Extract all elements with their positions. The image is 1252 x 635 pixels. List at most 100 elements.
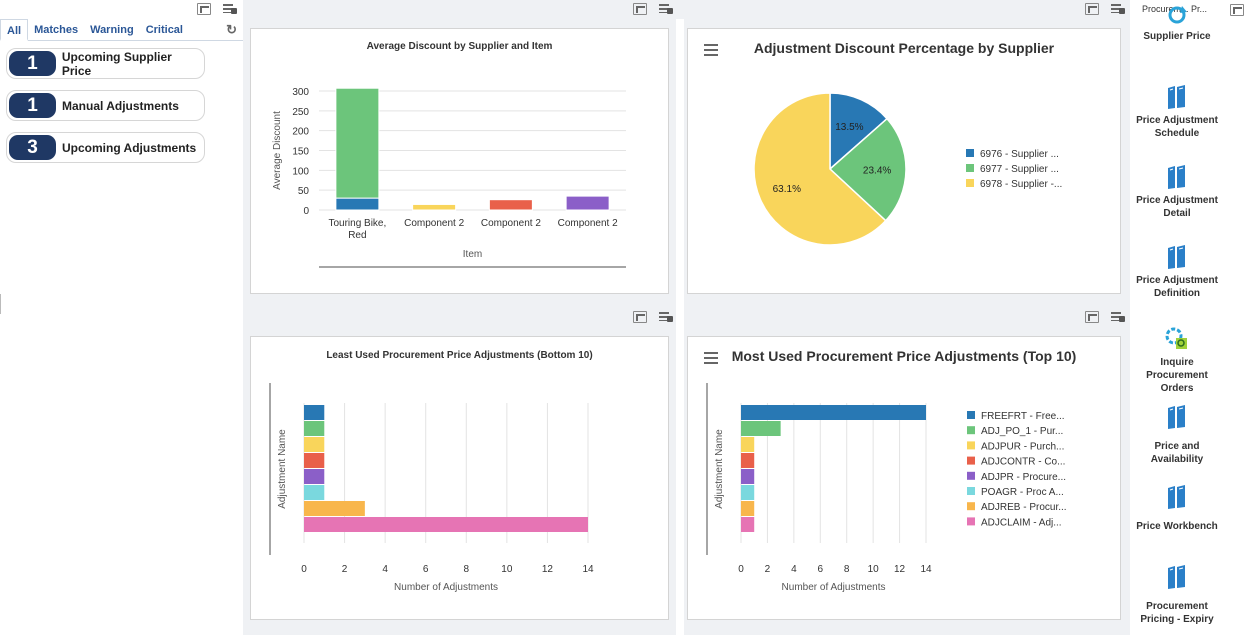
alert-upcoming-supplier-price[interactable]: 1 Upcoming Supplier Price: [6, 48, 205, 79]
panel-menu-icon[interactable]: [659, 311, 673, 323]
tab-matches[interactable]: Matches: [34, 24, 79, 36]
x-tick-label: 8: [464, 564, 470, 575]
panel-menu-icon[interactable]: [1111, 3, 1125, 15]
tile-label: Price Adjustment Schedule: [1136, 115, 1218, 139]
tile-inquire-procurement-orders[interactable]: Inquire Procurement Orders: [1130, 324, 1224, 395]
y-tick-label: 100: [292, 166, 309, 177]
book-icon: [1165, 404, 1189, 430]
legend-label: ADJ_PO_1 - Pur...: [981, 426, 1063, 437]
refresh-icon[interactable]: ↻: [226, 22, 237, 37]
refresh-icon: [1168, 6, 1187, 24]
book-icon: [1165, 84, 1189, 110]
chart-adjustment-discount-pct: Adjustment Discount Percentage by Suppli…: [687, 28, 1121, 294]
bar: [741, 453, 755, 468]
chart-area: Average Discount by Supplier and Item 0 5…: [243, 0, 1130, 635]
pie-slice: [828, 117, 907, 222]
slice-label: 13.5%: [835, 122, 863, 133]
legend-label: 6977 - Supplier ...: [980, 164, 1059, 175]
tab-warning[interactable]: Warning: [90, 24, 134, 36]
alert-upcoming-adjustments[interactable]: 3 Upcoming Adjustments: [6, 132, 205, 163]
expand-icon[interactable]: [1085, 311, 1099, 323]
chart-most-used-adjustments: Most Used Procurement Price Adjustments …: [687, 336, 1121, 620]
pie-slice: [829, 92, 889, 171]
chart3-toolbar: [633, 311, 673, 323]
x-tick-label: 8: [844, 564, 850, 575]
x-tick-label: 12: [542, 564, 554, 575]
legend-label: 6976 - Supplier ...: [980, 149, 1059, 160]
panel-menu-icon[interactable]: [659, 3, 673, 15]
legend-label: ADJPR - Procure...: [981, 472, 1066, 483]
legend-swatch: [967, 517, 975, 526]
expand-icon[interactable]: [633, 311, 647, 323]
tile-supplier-price[interactable]: Supplier Price: [1130, 4, 1224, 43]
tile-price-adjustment-detail[interactable]: Price Adjustment Detail: [1130, 164, 1224, 220]
expand-icon[interactable]: [197, 3, 211, 15]
x-tick-label: 2: [765, 564, 771, 575]
chart-title: Least Used Procurement Price Adjustments…: [326, 350, 593, 361]
chart1-toolbar: [633, 3, 673, 15]
book-icon: [1165, 484, 1189, 510]
legend-swatch: [967, 502, 975, 511]
legend-swatch: [966, 164, 974, 172]
tile-price-and-availability[interactable]: Price and Availability: [1130, 404, 1224, 466]
bar: [304, 517, 588, 532]
y-tick-label: 250: [292, 107, 309, 118]
hamburger-menu-icon[interactable]: [704, 44, 718, 56]
y-axis-label: Average Discount: [272, 111, 283, 190]
y-tick-label: 50: [298, 186, 310, 197]
pie-chart: 13.5% 6976 - Supplier ... 23.4% 6977 - Supp…: [753, 92, 1062, 246]
expand-icon[interactable]: [1085, 3, 1099, 15]
tile-price-adjustment-schedule[interactable]: Price Adjustment Schedule: [1130, 84, 1224, 140]
legend-swatch: [967, 456, 975, 465]
legend-swatch: [967, 426, 975, 435]
bar: [741, 485, 755, 500]
alert-label: Upcoming Supplier Price: [61, 49, 172, 78]
expand-icon[interactable]: [1230, 4, 1244, 16]
alert-manual-adjustments[interactable]: 1 Manual Adjustments: [6, 90, 205, 121]
chart-title: Average Discount by Supplier and Item: [366, 41, 553, 52]
book-icon: [1165, 164, 1189, 190]
bar: [741, 421, 781, 436]
chart-title: Adjustment Discount Percentage by Suppli…: [753, 40, 1055, 56]
x-tick-label: 0: [738, 564, 744, 575]
x-tick-label: 12: [894, 564, 906, 575]
legend-label: ADJREB - Procur...: [981, 502, 1067, 513]
x-tick-label: 4: [791, 564, 797, 575]
pie-slice: [753, 92, 887, 246]
bar: [741, 469, 755, 484]
tile-price-workbench[interactable]: Price Workbench: [1130, 484, 1224, 533]
bar: [304, 469, 325, 484]
tile-price-adjustment-definition[interactable]: Price Adjustment Definition: [1130, 244, 1224, 300]
y-tick-label: 300: [292, 87, 309, 98]
panel-menu-icon[interactable]: [1111, 311, 1125, 323]
bar: [304, 405, 325, 420]
horizontal-bar-chart: 0 2 4 6 8 10 12 14 Adjustment Name Number of Adju…: [706, 383, 1067, 593]
hamburger-menu-icon[interactable]: [704, 352, 718, 364]
resize-handle[interactable]: [0, 294, 3, 314]
bar: [304, 453, 325, 468]
alerts-panel: All Matches Warning Critical ↻ 1 Upcomin…: [0, 0, 243, 635]
bar: [304, 437, 325, 452]
legend-label: ADJCLAIM - Adj...: [981, 517, 1062, 528]
tile-label: Supplier Price: [1143, 31, 1211, 42]
horizontal-bar-chart: 0 2 4 6 8 10 12 14 Adjustment Name Number of Adju…: [269, 383, 594, 593]
bar-segment: [412, 203, 457, 211]
x-tick-label: Component 2: [404, 218, 464, 229]
tile-label: Procurement Pricing - Expiry: [1140, 601, 1214, 625]
panel-menu-icon[interactable]: [223, 3, 237, 15]
alert-count-badge: 1: [9, 93, 56, 118]
x-tick-label: Component 2: [558, 218, 618, 229]
springboard-panel: Procurem... Pr... Supplier Price Price A…: [1130, 0, 1252, 635]
alert-count-badge: 3: [9, 135, 56, 160]
x-tick-label: 6: [423, 564, 429, 575]
legend-swatch: [966, 149, 974, 157]
tab-all[interactable]: All: [0, 19, 29, 41]
y-axis-label: Adjustment Name: [714, 429, 725, 509]
bar: [304, 421, 325, 436]
expand-icon[interactable]: [633, 3, 647, 15]
tile-label: Price Adjustment Definition: [1136, 275, 1218, 299]
alert-label: Upcoming Adjustments: [62, 140, 197, 155]
tab-critical[interactable]: Critical: [145, 24, 183, 36]
column-divider: [676, 19, 684, 635]
tile-procurement-pricing-expiry[interactable]: Procurement Pricing - Expiry: [1130, 564, 1224, 626]
